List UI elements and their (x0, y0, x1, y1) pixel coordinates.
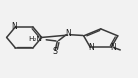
Text: N: N (65, 29, 71, 38)
Text: S: S (52, 47, 57, 56)
Text: N: N (110, 43, 116, 52)
Text: H₂N: H₂N (28, 36, 42, 42)
Text: N: N (11, 22, 17, 31)
Text: N: N (88, 43, 94, 52)
